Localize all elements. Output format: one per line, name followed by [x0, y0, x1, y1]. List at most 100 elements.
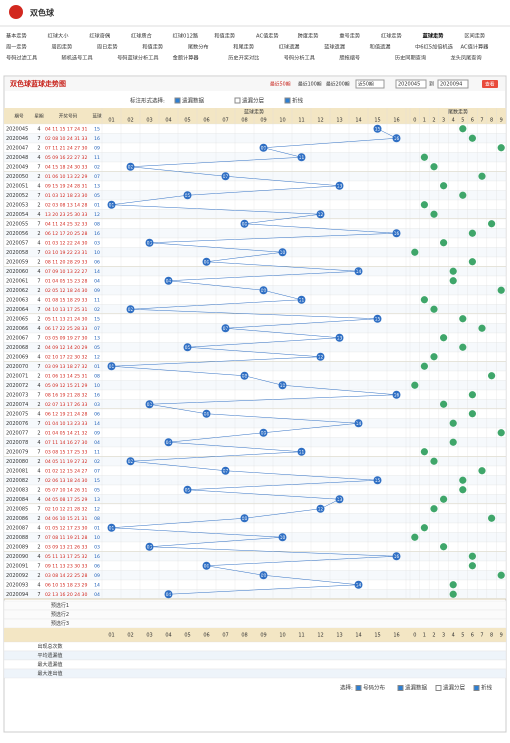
nav-link[interactable]: 红球大小: [48, 32, 70, 40]
nav-link[interactable]: 红球遗漏: [279, 43, 300, 51]
stats-row: [3, 659, 507, 670]
tail-hit: [468, 391, 476, 399]
blue-ball: 16: [94, 136, 100, 142]
red-balls: 07 09 10 13 22 27: [45, 269, 87, 275]
nav-link[interactable]: 红球奇偶: [89, 32, 110, 40]
red-balls: 04 11 24 25 32 33: [45, 221, 87, 227]
issue: 2020066: [6, 326, 28, 332]
search-button[interactable]: [482, 80, 498, 88]
nav-link[interactable]: 号码蓝球分析工具: [117, 54, 159, 62]
number-header: 04: [165, 633, 171, 639]
tail-hit: [468, 134, 476, 142]
nav-link[interactable]: 周四走势: [51, 43, 72, 51]
nav-link[interactable]: 跨度走势: [298, 32, 319, 40]
nav-link[interactable]: 蓝球走势: [423, 32, 445, 40]
nav-link[interactable]: 和尾走势: [233, 43, 254, 51]
weekday: 4: [37, 411, 40, 417]
nav-link[interactable]: 区间走势: [464, 32, 485, 40]
tail-header: 8: [490, 118, 493, 124]
nav-link[interactable]: 蓝球遗漏: [324, 43, 345, 51]
input-box[interactable]: [395, 79, 427, 89]
tail-hit: [449, 590, 457, 598]
blue-hit-label: 06: [204, 411, 210, 417]
red-balls: 08 11 20 28 29 33: [45, 259, 87, 265]
stats-row: [3, 641, 507, 652]
stats-label: 出现总次数: [37, 643, 62, 650]
blue-hit-label: 07: [223, 468, 229, 474]
issue: 2020089: [6, 544, 28, 550]
search-label: 查看: [485, 81, 495, 88]
nav-link[interactable]: 中6红5加倍机选: [415, 43, 453, 51]
blue-ball: 13: [94, 335, 100, 341]
nav-link[interactable]: 重号走势: [339, 32, 360, 40]
nav-link[interactable]: 红球012路: [173, 32, 199, 40]
tail-hit: [440, 543, 448, 551]
top-bar: [0, 0, 510, 26]
nav-link[interactable]: 基本走势: [6, 32, 27, 40]
input-text: 2020045: [398, 82, 420, 88]
blue-hit-label: 13: [337, 497, 343, 503]
nav-link[interactable]: 和值走势: [214, 32, 235, 40]
tail-header: 1: [423, 633, 426, 639]
input-box[interactable]: [437, 79, 469, 89]
weekday: 2: [37, 573, 40, 579]
nav-link[interactable]: 历史同期查询: [395, 54, 426, 62]
red-balls: 03 09 13 18 27 32: [45, 364, 87, 370]
nav-link[interactable]: 胆拖缩号: [339, 54, 360, 62]
red-balls: 07 11 14 16 27 30: [45, 440, 87, 446]
issue: 2020081: [6, 468, 28, 474]
weekday: 7: [37, 563, 40, 569]
checkbox[interactable]: [234, 97, 241, 104]
checkbox[interactable]: [397, 685, 404, 691]
nav-link[interactable]: 龙头凤尾查询: [450, 54, 481, 62]
weekday: 7: [37, 364, 40, 370]
tail-header: 4: [452, 118, 455, 124]
checkbox[interactable]: [284, 97, 291, 104]
blue-ball: 10: [94, 535, 100, 541]
preselect-row: [3, 618, 507, 629]
nav-link[interactable]: 号码分析工具: [284, 54, 315, 62]
nav-link[interactable]: 随机选号工具: [62, 54, 93, 62]
nav-link[interactable]: 周日走势: [97, 43, 118, 51]
issue: 2020053: [6, 202, 28, 208]
nav-link[interactable]: 号码过滤工具: [6, 54, 37, 62]
nav-link[interactable]: 红球质合: [131, 32, 153, 40]
select-box[interactable]: [355, 79, 385, 89]
checkbox[interactable]: [174, 97, 181, 104]
preselect-label: 预选行2: [51, 611, 69, 618]
nav-link[interactable]: AC值走势: [256, 32, 279, 40]
range-link[interactable]: 最近50期: [270, 81, 291, 88]
checkbox[interactable]: [473, 685, 480, 691]
red-balls: 01 08 15 18 29 33: [45, 297, 87, 303]
weekday: 2: [37, 402, 40, 408]
number-header: 08: [241, 633, 247, 639]
blue-hit-label: 03: [147, 240, 153, 246]
nav-link[interactable]: 和值走势: [142, 43, 163, 51]
range-link[interactable]: 最近200期: [326, 81, 350, 88]
blue-ball: 15: [94, 126, 100, 132]
column-header: 蓝球: [92, 113, 102, 120]
footer-option: 遗漏分层: [443, 684, 466, 692]
checkbox[interactable]: [435, 685, 442, 691]
blue-hit-label: 11: [299, 155, 305, 161]
nav-link[interactable]: 红球走势: [381, 32, 402, 40]
nav-link[interactable]: 尾数分布: [188, 43, 209, 51]
blue-ball: 07: [94, 468, 100, 474]
number-header: 14: [355, 118, 361, 124]
number-header: 04: [165, 118, 171, 124]
red-balls: 01 05 12 17 23 30: [45, 525, 87, 531]
red-balls: 13 20 23 25 30 33: [45, 212, 87, 218]
blue-hit-label: 12: [318, 212, 324, 218]
nav-link[interactable]: 和值遗漏: [370, 43, 391, 51]
nav-link[interactable]: 金额计算器: [173, 54, 200, 62]
nav-link[interactable]: 周一走势: [6, 43, 27, 51]
weekday: 2: [37, 430, 40, 436]
blue-hit-label: 12: [318, 354, 324, 360]
blue-hit-label: 02: [128, 164, 134, 170]
number-header: 03: [146, 118, 152, 124]
nav-link[interactable]: 历史开奖对比: [228, 54, 259, 62]
range-link[interactable]: 最近100期: [298, 81, 322, 88]
checkbox[interactable]: [355, 685, 362, 691]
red-balls: 02 08 10 24 31 33: [45, 136, 87, 142]
nav-link[interactable]: AC值计算器: [461, 43, 490, 51]
